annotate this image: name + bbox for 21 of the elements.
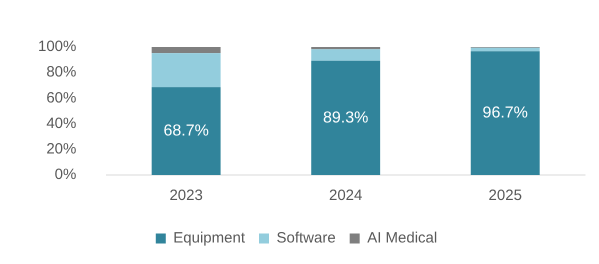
- bar: [311, 60, 380, 175]
- y-tick-label: 40%: [46, 114, 76, 132]
- y-tick-label: 80%: [46, 64, 76, 81]
- bar: [311, 49, 380, 61]
- bar: [152, 53, 221, 88]
- data-label: 68.7%: [163, 122, 209, 140]
- y-tick-label: 100%: [38, 38, 76, 56]
- x-tick-label: 2024: [328, 187, 362, 204]
- legend-label: Software: [276, 230, 336, 247]
- y-tick-label: 20%: [46, 140, 76, 158]
- y-tick-label: 0%: [54, 166, 76, 184]
- data-label: 89.3%: [322, 109, 368, 126]
- data-label: 96.7%: [482, 104, 528, 122]
- legend-label: AI Medical: [367, 230, 438, 247]
- y-tick-label: 60%: [46, 89, 76, 106]
- legend-label: Equipment: [173, 230, 246, 247]
- bar: [152, 87, 221, 175]
- bar: [470, 51, 540, 175]
- x-tick-label: 2025: [488, 187, 522, 204]
- bar: [152, 47, 221, 54]
- x-tick-label: 2023: [169, 187, 203, 204]
